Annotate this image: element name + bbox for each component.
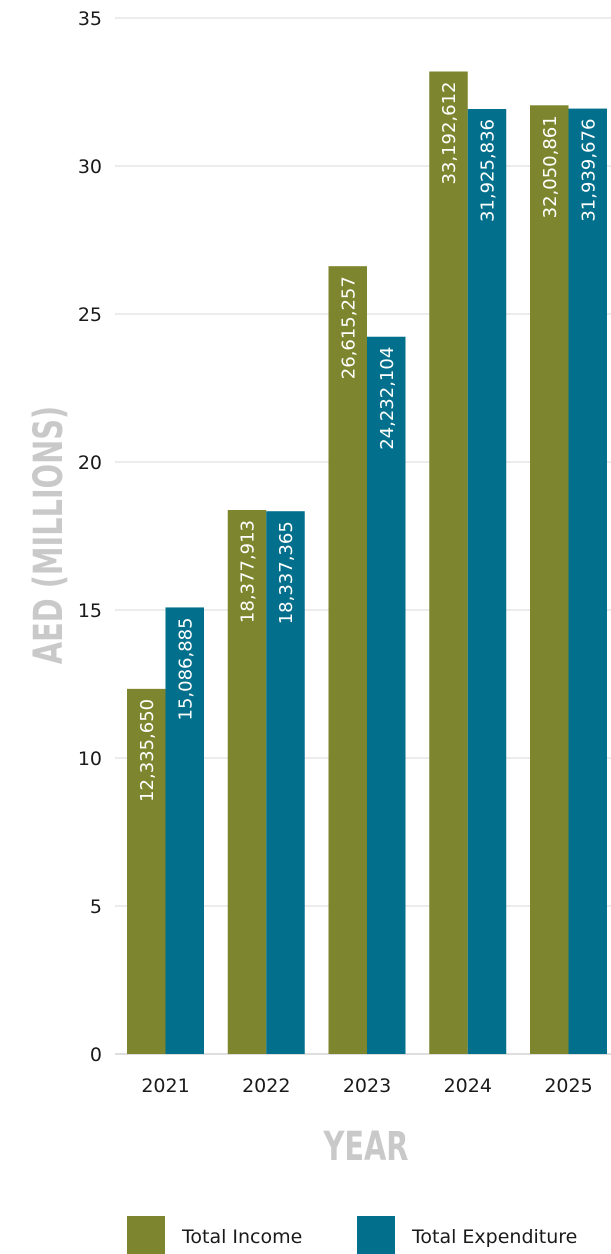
legend-swatch (357, 1216, 395, 1254)
bar-total-income-2021 (127, 688, 166, 1054)
y-axis-title: AED (MILLIONS) (26, 406, 72, 664)
bar-value-label: 15,086,885 (175, 617, 196, 720)
bar-total-income-2023 (328, 266, 367, 1055)
bar-value-label: 32,050,861 (540, 115, 561, 218)
legend-label: Total Expenditure (411, 1226, 577, 1248)
bar-value-label: 24,232,104 (377, 347, 398, 450)
bars (127, 71, 607, 1055)
x-tick-label: 2024 (444, 1075, 492, 1097)
bar-value-labels: 12,335,650 15,086,885 18,377,913 18,337,365… (137, 81, 600, 801)
bar-value-label: 26,615,257 (338, 276, 359, 379)
y-tick-label: 25 (78, 304, 102, 326)
y-tick-label: 5 (90, 896, 102, 918)
y-tick-label: 35 (78, 8, 102, 30)
bar-value-label: 33,192,612 (439, 81, 460, 184)
bar-total-expenditure-2023 (367, 336, 406, 1054)
x-tick-label: 2023 (343, 1075, 391, 1097)
bar-total-income-2024 (429, 71, 468, 1055)
bar-total-expenditure-2024 (467, 108, 507, 1055)
x-tick-label: 2021 (141, 1075, 189, 1097)
bar-total-income-2025 (530, 105, 569, 1055)
x-axis-ticks: 2021 2022 2023 2024 2025 (141, 1075, 592, 1097)
bar-value-label: 18,337,365 (276, 521, 297, 624)
x-tick-label: 2022 (242, 1075, 290, 1097)
bar-value-label: 18,377,913 (238, 520, 259, 623)
x-tick-label: 2025 (544, 1075, 592, 1097)
y-tick-label: 15 (78, 600, 102, 622)
bar-total-expenditure-2021 (165, 607, 204, 1054)
bar-total-expenditure-2022 (266, 511, 305, 1054)
y-tick-label: 0 (90, 1044, 102, 1066)
legend: Total Income Total Expenditure (127, 1216, 577, 1254)
y-tick-label: 20 (78, 452, 102, 474)
legend-label: Total Income (181, 1226, 302, 1248)
x-axis-title: YEAR (323, 1124, 409, 1170)
bar-value-label: 12,335,650 (137, 699, 158, 802)
bar-value-label: 31,925,836 (478, 119, 499, 222)
bar-value-label: 31,939,676 (578, 119, 599, 222)
y-tick-label: 10 (78, 748, 102, 770)
bar-total-expenditure-2025 (568, 108, 607, 1055)
legend-swatch (127, 1216, 165, 1254)
bar-total-income-2022 (227, 510, 267, 1054)
y-tick-label: 30 (78, 156, 102, 178)
y-axis-ticks: 0 5 10 15 20 25 30 35 (78, 8, 102, 1066)
